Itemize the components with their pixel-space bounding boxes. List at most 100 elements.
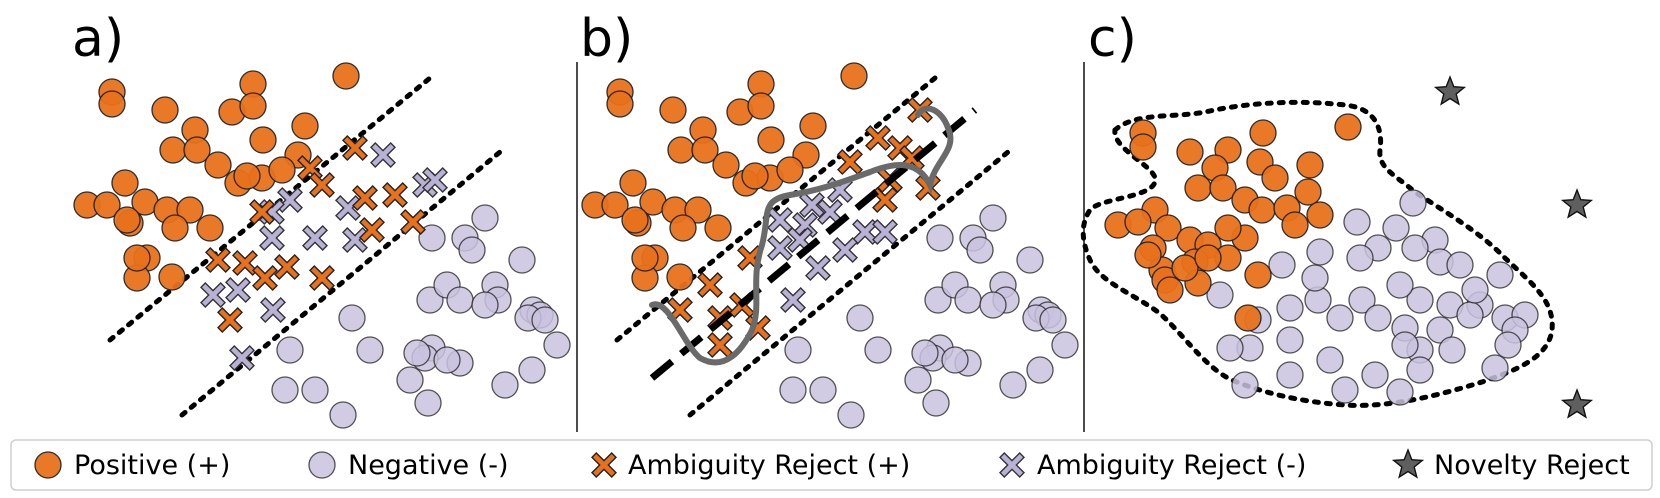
- positive-point: [1124, 208, 1152, 236]
- positive-point: [1156, 276, 1184, 304]
- negative-points: [779, 204, 1079, 429]
- positive-point: [1134, 241, 1162, 269]
- positive-point: [741, 162, 769, 190]
- negative-point: [356, 336, 384, 364]
- novelty-reject-points: [1433, 75, 1594, 419]
- ambiguity-reject-positive-point: [205, 247, 231, 273]
- ambiguity-reject-negative-point: [259, 225, 285, 251]
- ambiguity-reject-negative-point: [799, 192, 825, 218]
- ambiguity-reject-positive-point: [274, 254, 300, 280]
- negative-point: [941, 346, 969, 374]
- negative-point: [904, 366, 932, 394]
- ambiguity-reject-positive-point: [217, 307, 243, 333]
- positive-point: [111, 169, 139, 197]
- negative-point: [1301, 264, 1329, 292]
- negative-points: [271, 204, 571, 429]
- legend-novelty-marker: [1391, 448, 1425, 479]
- ambiguity-reject-positive-point: [400, 209, 426, 235]
- positive-point: [123, 244, 151, 272]
- negative-point: [1326, 304, 1354, 332]
- positive-point: [840, 62, 868, 90]
- negative-point: [414, 389, 442, 417]
- panel-a: [73, 62, 571, 429]
- negative-point: [531, 306, 559, 334]
- negative-point: [396, 366, 424, 394]
- positive-point: [1248, 196, 1276, 224]
- positive-point: [98, 90, 126, 118]
- positive-point: [1281, 211, 1309, 239]
- negative-point: [508, 246, 536, 274]
- negative-point: [1346, 244, 1374, 272]
- positive-point: [621, 206, 649, 234]
- negative-point: [1316, 346, 1344, 374]
- negative-point: [1486, 261, 1514, 289]
- negative-point: [446, 286, 474, 314]
- legend-ambiguity-negative-marker: [999, 452, 1025, 478]
- negative-point: [1306, 238, 1334, 266]
- positive-point: [1294, 178, 1322, 206]
- positive-point: [332, 62, 360, 90]
- negative-point: [911, 339, 939, 367]
- positive-point: [747, 92, 775, 120]
- negative-point: [1382, 214, 1410, 242]
- ambiguity-reject-positive-point: [872, 187, 898, 213]
- positive-point: [1234, 304, 1262, 332]
- ambiguity-reject-negative-point: [342, 227, 368, 253]
- negative-point: [966, 236, 994, 264]
- ambiguity-reject-negative-point: [335, 195, 361, 221]
- negative-point: [926, 224, 954, 252]
- negative-point: [1406, 356, 1434, 384]
- positive-point: [691, 136, 719, 164]
- positive-point: [183, 136, 211, 164]
- ambiguity-reject-negative-point: [422, 167, 448, 193]
- positive-point: [268, 156, 296, 184]
- negative-point: [979, 204, 1007, 232]
- negative-point: [1399, 189, 1427, 217]
- ambiguity-reject-negative-point: [872, 219, 898, 245]
- negative-point: [1481, 354, 1509, 382]
- negative-point: [779, 376, 807, 404]
- legend-novelty-marker: [1391, 448, 1425, 479]
- ambiguity-reject-negative-point: [780, 287, 806, 313]
- negative-point: [338, 304, 366, 332]
- ambiguity-reject-positive-point: [309, 265, 335, 291]
- negative-point: [1401, 234, 1429, 262]
- positive-point: [249, 126, 277, 154]
- decision-boundary-line: [649, 107, 978, 381]
- ambiguity-reject-negative-point: [260, 297, 286, 323]
- positive-point: [619, 169, 647, 197]
- ambiguity-reject-positive-point: [342, 135, 368, 161]
- negative-point: [809, 376, 837, 404]
- positive-point: [704, 214, 732, 242]
- negative-point: [1343, 208, 1371, 236]
- legend-box: [10, 439, 1653, 491]
- ambiguity-reject-negative-point: [767, 235, 793, 261]
- negative-point: [846, 304, 874, 332]
- negative-point: [1386, 378, 1414, 406]
- negative-point: [1051, 331, 1079, 359]
- positive-point: [776, 156, 804, 184]
- legend-label-ambiguity-positive: Ambiguity Reject (+): [628, 450, 910, 481]
- positive-point: [204, 151, 232, 179]
- legend-negative-marker: [308, 451, 336, 479]
- positive-point: [1244, 261, 1272, 289]
- negative-point: [1391, 331, 1419, 359]
- negative-point: [1276, 294, 1304, 322]
- positive-point: [1261, 164, 1289, 192]
- positive-point: [1184, 174, 1212, 202]
- legend-label-negative: Negative (-): [348, 450, 509, 481]
- negative-point: [1386, 271, 1414, 299]
- negative-point: [837, 401, 865, 429]
- positive-point: [631, 244, 659, 272]
- novelty-reject-point: [1560, 388, 1594, 419]
- legend-label-positive: Positive (+): [74, 450, 230, 481]
- negative-point: [1216, 334, 1244, 362]
- negative-point: [271, 376, 299, 404]
- positive-point: [158, 263, 186, 291]
- ambiguity-reject-positive-point: [865, 125, 891, 151]
- positive-point: [606, 90, 634, 118]
- negative-point: [301, 376, 329, 404]
- legend-label-novelty: Novelty Reject: [1434, 450, 1630, 481]
- ambiguity-reject-positive-point: [697, 272, 723, 298]
- ambiguity-reject-positive-point: [309, 172, 335, 198]
